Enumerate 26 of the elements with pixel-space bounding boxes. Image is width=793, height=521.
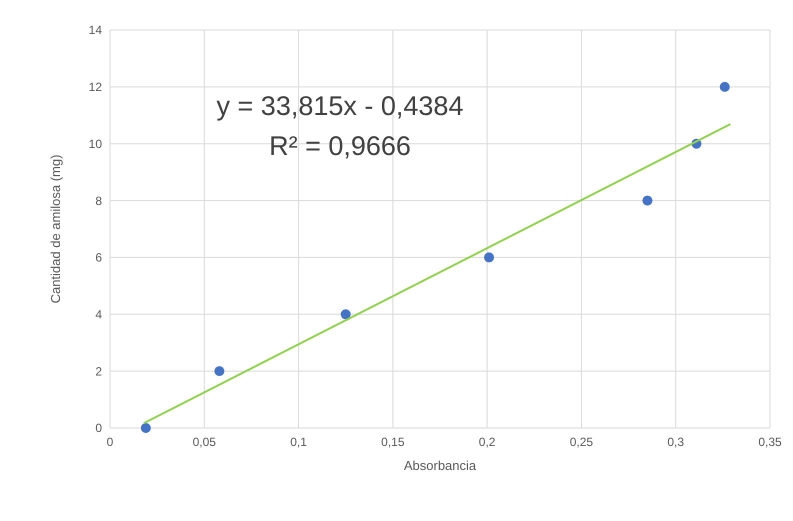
x-tick-label: 0,1 bbox=[290, 435, 308, 449]
y-tick-label: 14 bbox=[88, 23, 102, 38]
x-tick-label: 0 bbox=[106, 435, 114, 449]
annotation: R² = 0,9666 bbox=[269, 131, 411, 161]
y-tick-label: 12 bbox=[88, 80, 102, 94]
point bbox=[484, 252, 494, 262]
y-axis-title: Cantidad de amilosa (mg) bbox=[48, 154, 63, 304]
x-axis-title: Absorbancia bbox=[404, 458, 477, 473]
x-tick-label: 0,2 bbox=[478, 435, 496, 449]
x-tick-label: 0,15 bbox=[381, 435, 405, 449]
y-tick-label: 6 bbox=[95, 250, 102, 265]
y-tick-label: 4 bbox=[95, 307, 102, 322]
y-tick-label: 8 bbox=[95, 194, 102, 208]
x-tick-label: 0,25 bbox=[570, 435, 594, 449]
x-tick-label: 0,35 bbox=[758, 435, 782, 449]
x-tick-label: 0,05 bbox=[192, 435, 216, 449]
point bbox=[340, 309, 351, 320]
y-tick-label: 0 bbox=[95, 421, 102, 436]
annotation: y = 33,815x - 0,4384 bbox=[216, 91, 464, 121]
point bbox=[140, 423, 151, 433]
y-tick-label: 10 bbox=[88, 136, 102, 151]
x-tick-label: 0,3 bbox=[667, 435, 684, 449]
point bbox=[214, 366, 224, 376]
point bbox=[642, 196, 652, 206]
point bbox=[720, 82, 730, 92]
y-tick-label: 2 bbox=[95, 364, 102, 378]
